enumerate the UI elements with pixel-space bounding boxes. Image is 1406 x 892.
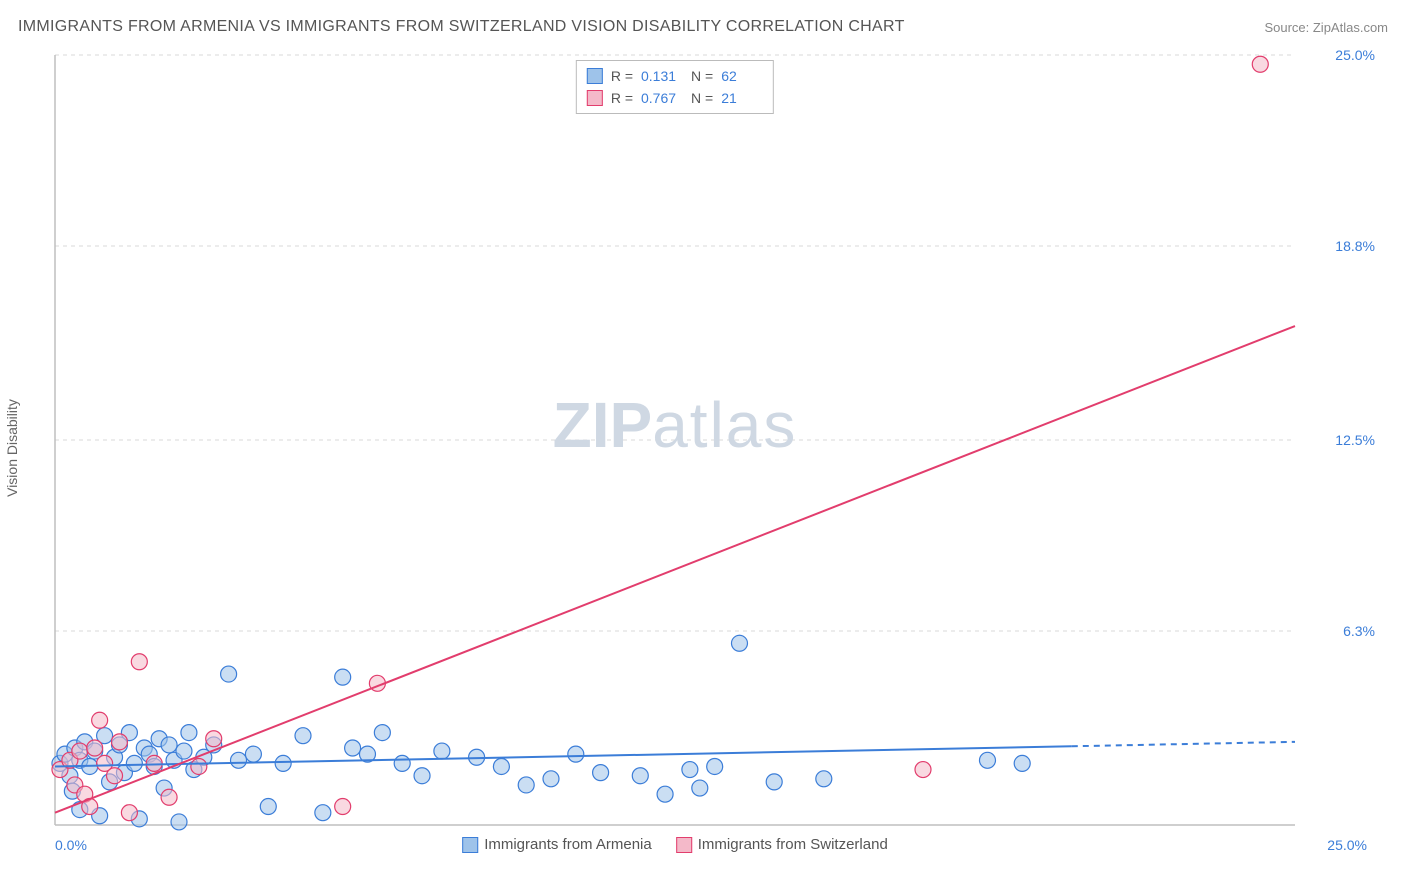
n-label: N = [691,87,713,109]
x-tick-min: 0.0% [55,837,87,853]
n-label: N = [691,65,713,87]
scatter-plot [55,55,1295,825]
source-label: Source: ZipAtlas.com [1264,20,1388,35]
y-tick: 6.3% [1343,623,1375,639]
y-tick: 12.5% [1335,432,1375,448]
chart-title: IMMIGRANTS FROM ARMENIA VS IMMIGRANTS FR… [18,18,905,36]
chart-area: ZIPatlas R = 0.131 N = 62 R = 0.767 N = … [55,55,1295,825]
legend-item-switz: Immigrants from Switzerland [676,836,888,853]
stats-row-armenia: R = 0.131 N = 62 [587,65,763,87]
swatch-armenia [587,68,603,84]
r-label: R = [611,87,633,109]
x-tick-max: 25.0% [1327,837,1367,853]
correlation-stats-legend: R = 0.131 N = 62 R = 0.767 N = 21 [576,60,774,114]
r-label: R = [611,65,633,87]
legend-swatch-armenia [462,837,478,853]
series-legend: Immigrants from Armenia Immigrants from … [462,836,888,853]
y-axis-label: Vision Disability [4,399,20,497]
legend-swatch-switz [676,837,692,853]
legend-label-armenia: Immigrants from Armenia [484,836,652,853]
legend-label-switz: Immigrants from Switzerland [698,836,888,853]
r-value-armenia: 0.131 [641,65,683,87]
stats-row-switz: R = 0.767 N = 21 [587,87,763,109]
legend-item-armenia: Immigrants from Armenia [462,836,652,853]
r-value-switz: 0.767 [641,87,683,109]
swatch-switz [587,90,603,106]
y-tick: 25.0% [1335,47,1375,63]
y-tick: 18.8% [1335,238,1375,254]
n-value-switz: 21 [721,87,763,109]
n-value-armenia: 62 [721,65,763,87]
